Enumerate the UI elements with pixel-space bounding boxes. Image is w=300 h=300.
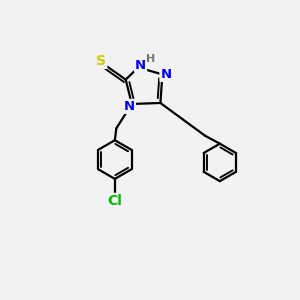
Text: H: H xyxy=(146,54,155,64)
Text: Cl: Cl xyxy=(107,194,122,208)
Text: S: S xyxy=(96,54,106,68)
Text: N: N xyxy=(124,100,135,113)
Text: N: N xyxy=(135,58,146,72)
Text: N: N xyxy=(160,68,172,81)
